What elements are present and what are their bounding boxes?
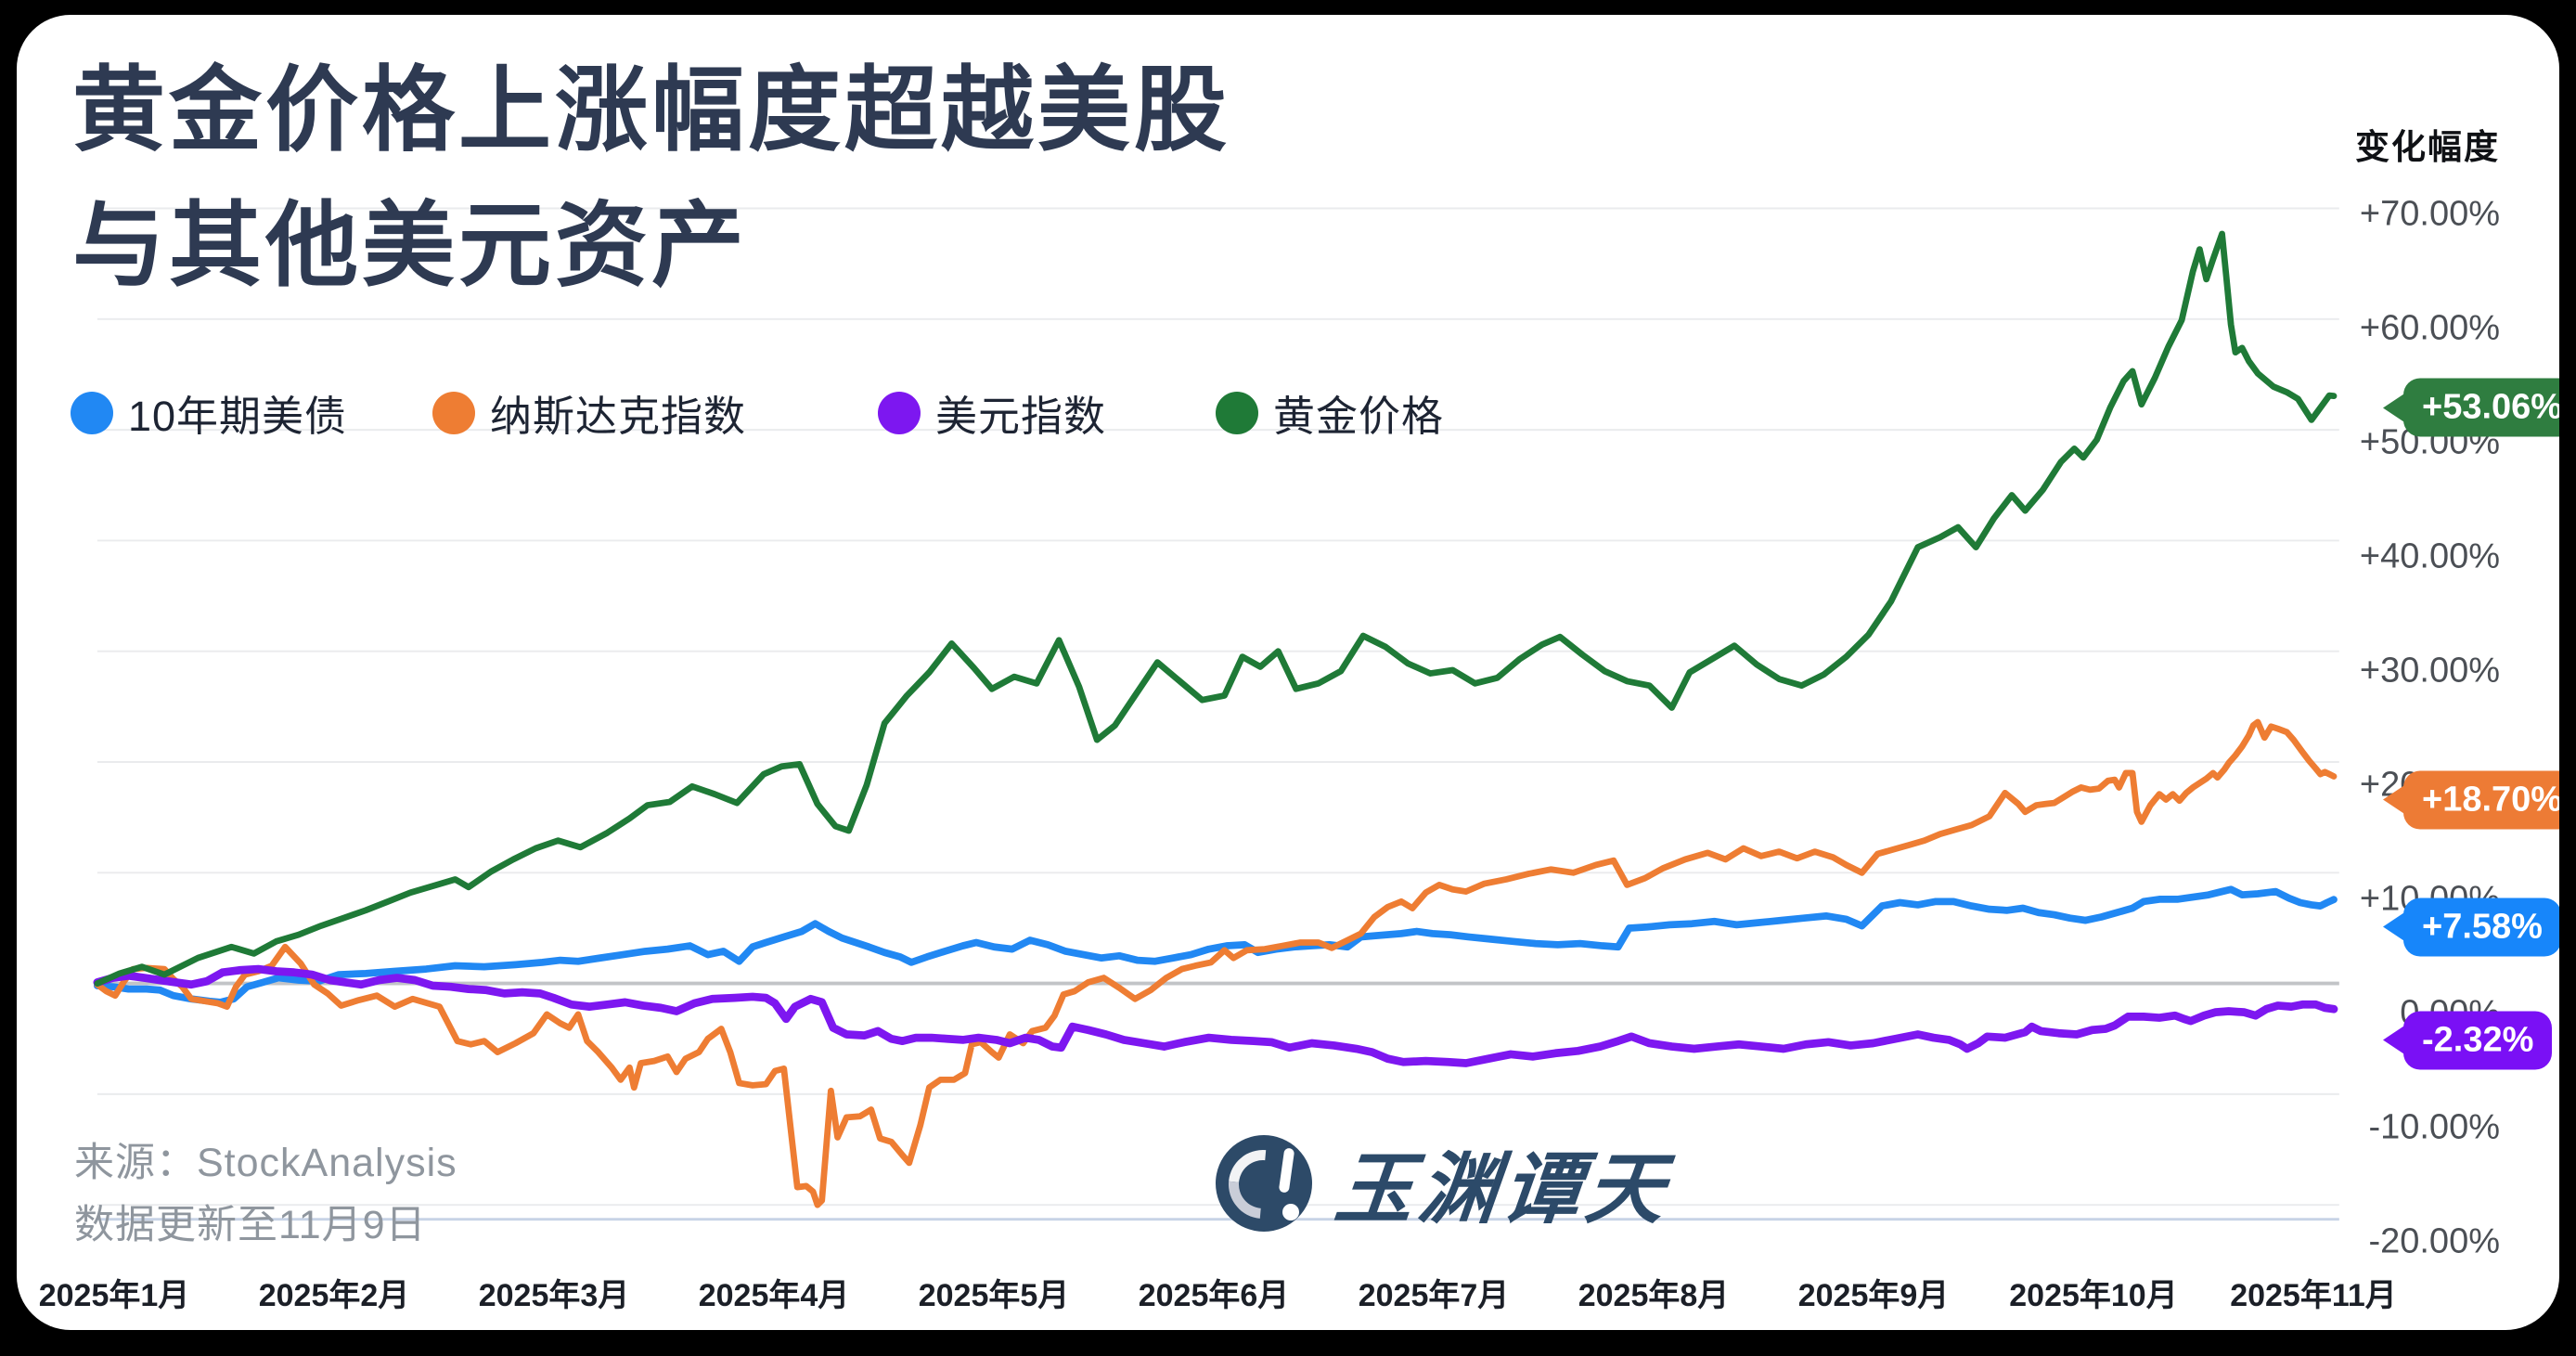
y-tick-label: -20.00%: [2368, 1221, 2500, 1261]
title-line-1: 黄金价格上涨幅度超越美股: [72, 58, 1230, 162]
month-label: 2025年7月: [1358, 1278, 1510, 1313]
badge-pointer-icon: [2383, 911, 2405, 942]
month-label: 2025年4月: [698, 1278, 850, 1313]
month-label: 2025年11月: [2230, 1278, 2397, 1313]
exclamation-dot-icon: [1282, 1203, 1299, 1220]
value-badge: +7.58%: [2383, 898, 2559, 957]
y-tick-label: -10.00%: [2368, 1107, 2500, 1147]
title-line-2: 与其他美元资产: [72, 194, 748, 298]
watermark-logo-icon: [1214, 1134, 1312, 1233]
value-badge: +53.06%: [2383, 378, 2559, 437]
y-tick-label: +70.00%: [2359, 194, 2500, 234]
month-label: 2025年5月: [918, 1278, 1070, 1313]
watermark-text: 玉渊谭天: [1331, 1143, 1675, 1234]
badge-pointer-icon: [2383, 393, 2405, 423]
series-line-美元指数: [93, 964, 2338, 1067]
line-chart: [93, 207, 2339, 1221]
month-label: 2025年8月: [1578, 1278, 1730, 1313]
source-note: 来源：StockAnalysis 数据更新至11月9日: [74, 1132, 457, 1256]
month-label: 2025年1月: [38, 1278, 190, 1313]
value-badge: -2.32%: [2383, 1011, 2553, 1070]
month-label: 2025年10月: [2009, 1278, 2178, 1313]
y-tick-label: +60.00%: [2359, 308, 2500, 348]
y-tick-label: +30.00%: [2359, 651, 2500, 691]
badge-pointer-icon: [2383, 1025, 2405, 1055]
chart-card: 黄金价格上涨幅度超越美股 与其他美元资产 10年期美债 纳斯达克指数 美元指数 黄金价…: [17, 15, 2559, 1330]
updated-line: 数据更新至11月9日: [74, 1202, 427, 1247]
value-badge: +18.70%: [2383, 770, 2559, 830]
month-label: 2025年2月: [258, 1278, 410, 1313]
series-line-纳斯达克指数: [94, 718, 2338, 1208]
y-tick-label: +40.00%: [2359, 536, 2500, 576]
month-label: 2025年9月: [1797, 1278, 1950, 1313]
y-axis-header: 变化幅度: [2355, 128, 2500, 166]
source-line: 来源：StockAnalysis: [74, 1141, 457, 1185]
watermark: 玉渊谭天: [1214, 1127, 1675, 1239]
series-line-黄金价格: [94, 230, 2338, 987]
month-label: 2025年3月: [478, 1278, 630, 1313]
page-title: 黄金价格上涨幅度超越美股 与其他美元资产: [72, 43, 1230, 314]
badge-pointer-icon: [2383, 784, 2405, 815]
month-label: 2025年6月: [1138, 1278, 1290, 1313]
